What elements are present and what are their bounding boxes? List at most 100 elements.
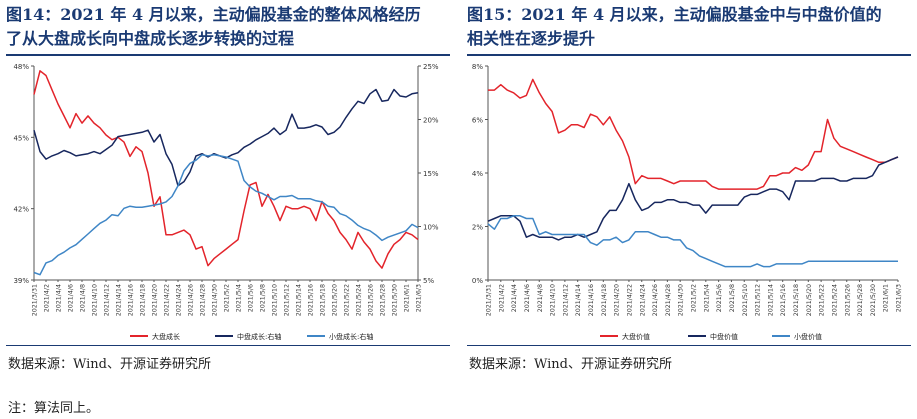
right-x-tick-label: 2021/5/26 [844,284,851,316]
right-x-tick-label: 2021/3/31 [486,284,493,316]
right-x-tick-label: 2021/4/18 [601,284,608,316]
left-x-tick-label: 2021/4/26 [188,284,195,316]
right-x-tick-label: 2021/5/18 [793,284,800,316]
right-chart: 0% 2% 4% 6% 8% 2021/3/31 2021/4/2 2021/4/4 2021/… [472,63,903,341]
left-x-tick-label: 2021/5/26 [368,284,375,316]
left-series-line-3 [33,154,419,276]
left-x-tick-label: 2021/4/24 [176,284,183,316]
left-x-tick-label: 2021/5/10 [272,284,279,316]
left-series-line-2 [33,88,419,187]
left-x-tick-label: 2021/5/20 [332,284,339,316]
left-x-tick-label: 2021/5/14 [296,284,303,316]
left-legend-label-1: 大盘成长 [152,332,180,341]
right-y-tick-label: 6% [472,117,483,125]
right-series-line-1 [488,78,899,190]
right-x-tick-label: 2021/4/20 [614,284,621,316]
right-x-tick-label: 2021/5/14 [767,284,774,316]
right-y-tick-label: 2% [472,224,483,232]
right-series-line-2 [487,156,899,241]
left-x-tick-label: 2021/5/22 [344,284,351,316]
left-x-tick-label: 2021/5/12 [284,284,291,316]
left-y-tick-label: 42% [13,206,29,214]
left-x-tick-label: 2021/4/14 [116,284,123,316]
left-y2-tick-label: 10% [423,224,439,232]
right-x-tick-label: 2021/4/8 [537,284,544,312]
left-series-line-1 [33,70,419,269]
right-figure-title-line2: 相关性在逐步提升 [467,29,596,48]
right-x-tick-label: 2021/4/22 [626,284,633,316]
left-chart: 39% 42% 45% 48% 5% 10% 15% 20% 25% 2021/3/31 2021/… [13,63,439,341]
left-x-tick-label: 2021/5/30 [392,284,399,316]
right-x-tick-label: 2021/5/10 [742,284,749,316]
left-x-tick-label: 2021/4/10 [92,284,99,316]
right-x-tick-label: 2021/5/2 [691,284,698,312]
left-x-tick-label: 2021/4/18 [140,284,147,316]
left-source: 数据来源：Wind、开源证券研究所 [8,357,211,372]
left-x-tick-label: 2021/4/28 [200,284,207,316]
right-source-rule [467,345,911,346]
left-x-tick-label: 2021/4/16 [128,284,135,316]
right-x-tick-label: 2021/4/4 [511,284,518,312]
right-x-tick-label: 2021/4/26 [652,284,659,316]
left-y2-tick-label: 20% [423,117,439,125]
left-x-tick-label: 2021/6/3 [416,284,423,312]
left-x-tick-label: 2021/5/4 [236,284,243,312]
left-y2-tick-label: 15% [423,170,439,178]
right-x-tick-label: 2021/4/12 [562,284,569,316]
right-y-tick-label: 0% [472,277,483,285]
right-x-tick-label: 2021/4/24 [639,284,646,316]
footnote: 注：算法同上。 [8,401,100,416]
left-x-tick-label: 2021/5/18 [320,284,327,316]
right-x-tick-label: 2021/4/6 [524,284,531,312]
left-x-tick-label: 2021/5/6 [248,284,255,312]
right-legend-label-3: 小盘价值 [794,332,822,341]
right-x-tick-label: 2021/5/20 [806,284,813,316]
right-x-tick-label: 2021/6/1 [883,284,890,312]
left-x-tick-label: 2021/4/20 [152,284,159,316]
right-legend-label-2: 中盘价值 [710,332,738,341]
right-x-tick-label: 2021/5/12 [755,284,762,316]
left-source-rule [6,345,450,346]
left-figure-title-line2: 了从大盘成长向中盘成长逐步转换的过程 [6,29,295,48]
right-source: 数据来源：Wind、开源证券研究所 [469,357,672,372]
left-y-tick-label: 39% [13,277,29,285]
right-x-tick-label: 2021/5/8 [729,284,736,312]
left-figure-title-line1: 图14：2021 年 4 月以来，主动偏股基金的整体风格经历 [6,5,421,24]
left-x-tick-label: 2021/4/22 [164,284,171,316]
right-x-tick-label: 2021/5/22 [819,284,826,316]
left-y-tick-label: 48% [13,63,29,71]
left-x-tick-label: 2021/5/16 [308,284,315,316]
right-y-tick-label: 4% [472,170,483,178]
right-x-tick-label: 2021/4/10 [550,284,557,316]
left-y2-tick-label: 5% [423,277,434,285]
right-y-tick-label: 8% [472,63,483,71]
left-x-tick-label: 2021/4/2 [44,284,51,312]
left-x-tick-label: 2021/5/8 [260,284,267,312]
right-x-tick-label: 2021/4/16 [588,284,595,316]
left-x-tick-label: 2021/5/28 [380,284,387,316]
right-x-tick-label: 2021/4/2 [498,284,505,312]
right-x-tick-label: 2021/4/30 [678,284,685,316]
left-x-tick-label: 2021/5/2 [224,284,231,312]
right-x-tick-label: 2021/5/30 [870,284,877,316]
right-x-tick-label: 2021/4/14 [575,284,582,316]
right-x-tick-label: 2021/5/16 [780,284,787,316]
right-x-tick-label: 2021/5/6 [716,284,723,312]
right-figure-title-line1: 图15：2021 年 4 月以来，主动偏股基金中与中盘价值的 [467,5,882,24]
right-x-tick-label: 2021/5/24 [831,284,838,316]
left-x-tick-label: 2021/4/4 [56,284,63,312]
right-x-tick-label: 2021/6/3 [896,284,903,312]
left-title-rule [6,54,450,56]
left-y2-tick-label: 25% [423,63,439,71]
left-x-tick-label: 2021/3/31 [32,284,39,316]
right-series-line-3 [487,215,898,268]
left-x-tick-label: 2021/4/30 [212,284,219,316]
right-legend-label-1: 大盘价值 [622,332,650,341]
left-x-tick-label: 2021/6/1 [404,284,411,312]
right-x-tick-label: 2021/4/28 [665,284,672,316]
left-legend-label-2: 中盘成长:右轴 [237,332,281,341]
left-x-tick-label: 2021/4/12 [104,284,111,316]
left-y-tick-label: 45% [13,134,29,142]
right-x-tick-label: 2021/5/28 [857,284,864,316]
right-title-rule [467,54,911,56]
